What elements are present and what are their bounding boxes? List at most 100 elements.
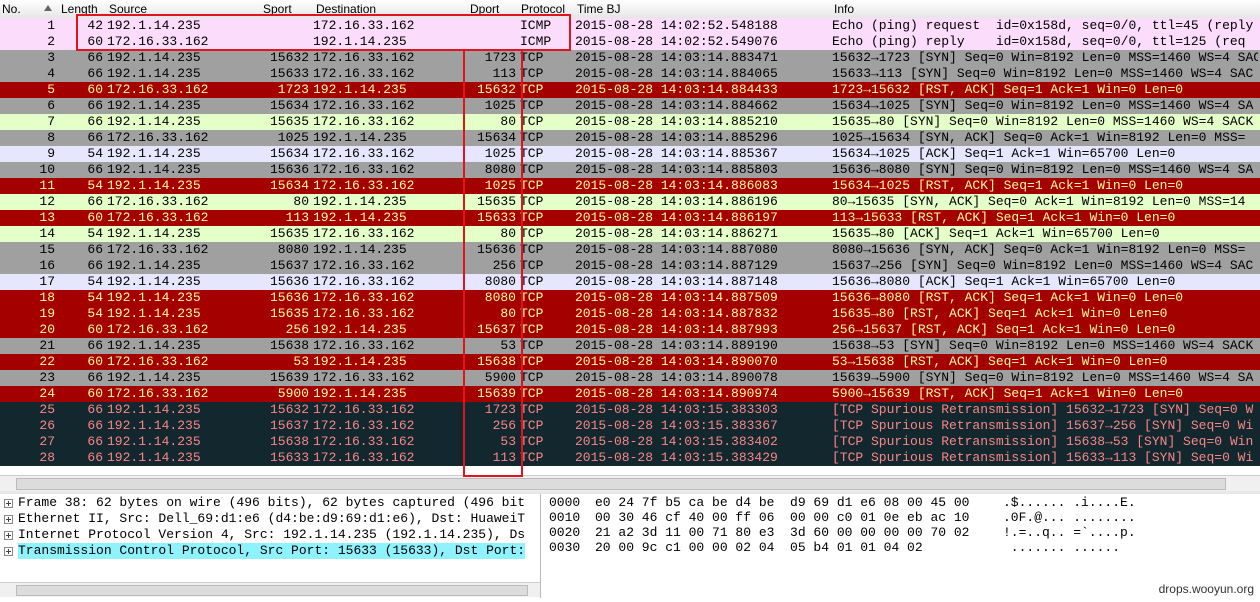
column-title: Length bbox=[61, 2, 98, 16]
cell: 2015-08-28 14:03:15.383402 bbox=[575, 434, 778, 449]
cell: 2 bbox=[47, 34, 55, 49]
hex-bytes: 00 30 46 cf 40 00 ff 06 00 00 c0 01 0e e… bbox=[595, 510, 970, 525]
cell: 2015-08-28 14:03:15.383367 bbox=[575, 418, 778, 433]
packet-row[interactable]: 27 66 192.1.14.235 15638 172.16.33.162 53 TCP 2… bbox=[0, 434, 1260, 450]
packet-row[interactable]: 13 60 172.16.33.162 113 192.1.14.235 15633 TCP… bbox=[0, 210, 1260, 226]
scroll-thumb[interactable] bbox=[16, 585, 528, 596]
cell: 21 bbox=[39, 338, 55, 353]
cell: 172.16.33.162 bbox=[313, 402, 415, 417]
cell: 15637→256 [SYN] Seq=0 Win=8192 Len=0 MSS… bbox=[832, 258, 1254, 273]
column-title: Time BJ bbox=[577, 2, 621, 16]
cell: 172.16.33.162 bbox=[107, 354, 209, 369]
detail-line[interactable]: Frame 38: 62 bytes on wire (496 bits), 6… bbox=[0, 495, 540, 511]
cell: 2015-08-28 14:03:14.889190 bbox=[575, 338, 778, 353]
hex-offset: 0000 bbox=[549, 495, 581, 510]
packet-row[interactable]: 25 66 192.1.14.235 15632 172.16.33.162 1723 TC… bbox=[0, 402, 1260, 418]
packet-row[interactable]: 4 66 192.1.14.235 15633 172.16.33.162 113 TCP 2… bbox=[0, 66, 1260, 82]
hex-ascii: .0F.@... ........ bbox=[1003, 510, 1136, 525]
packet-row[interactable]: 21 66 192.1.14.235 15638 172.16.33.162 53 TCP 2… bbox=[0, 338, 1260, 354]
packet-row[interactable]: 3 66 192.1.14.235 15632 172.16.33.162 1723 TCP… bbox=[0, 50, 1260, 66]
cell: TCP bbox=[520, 242, 544, 257]
cell: 9 bbox=[47, 146, 55, 161]
packet-row[interactable]: 7 66 192.1.14.235 15635 172.16.33.162 80 TCP 20… bbox=[0, 114, 1260, 130]
packet-row[interactable]: 18 54 192.1.14.235 15636 172.16.33.162 8080 TC… bbox=[0, 290, 1260, 306]
cell: 2015-08-28 14:03:14.887080 bbox=[575, 242, 778, 257]
cell: 6 bbox=[47, 98, 55, 113]
cell: 15634 bbox=[269, 178, 309, 193]
cell: 192.1.14.235 bbox=[107, 66, 201, 81]
packet-row[interactable]: 5 60 172.16.33.162 1723 192.1.14.235 15632 TCP… bbox=[0, 82, 1260, 98]
packet-row[interactable]: 11 54 192.1.14.235 15634 172.16.33.162 1025 TC… bbox=[0, 178, 1260, 194]
expand-icon bbox=[4, 515, 13, 524]
packet-row[interactable]: 9 54 192.1.14.235 15634 172.16.33.162 1025 TCP… bbox=[0, 146, 1260, 162]
packet-row[interactable]: 8 66 172.16.33.162 1025 192.1.14.235 15634 TCP… bbox=[0, 130, 1260, 146]
packet-row[interactable]: 20 60 172.16.33.162 256 192.1.14.235 15637 TCP… bbox=[0, 322, 1260, 338]
packet-row[interactable]: 15 66 172.16.33.162 8080 192.1.14.235 15636 TC… bbox=[0, 242, 1260, 258]
packet-row[interactable]: 12 66 172.16.33.162 80 192.1.14.235 15635 TCP 2… bbox=[0, 194, 1260, 210]
cell: 15635 bbox=[269, 114, 309, 129]
cell: 23 bbox=[39, 370, 55, 385]
cell: TCP bbox=[520, 418, 544, 433]
packet-row[interactable]: 19 54 192.1.14.235 15635 172.16.33.162 80 TCP 2… bbox=[0, 306, 1260, 322]
column-title: Destination bbox=[316, 2, 377, 16]
cell: 15634→1025 [RST, ACK] Seq=1 Ack=1 Win=0 … bbox=[832, 178, 1184, 193]
hex-ascii: .$...... .i....E. bbox=[1003, 495, 1136, 510]
cell: 10 bbox=[39, 162, 55, 177]
cell: 2015-08-28 14:03:14.885803 bbox=[575, 162, 778, 177]
cell: 113 bbox=[492, 66, 516, 81]
packet-row[interactable]: 24 60 172.16.33.162 5900 192.1.14.235 15639 TC… bbox=[0, 386, 1260, 402]
cell: 172.16.33.162 bbox=[313, 50, 415, 65]
cell: 2015-08-28 14:03:14.887509 bbox=[575, 290, 778, 305]
packet-row[interactable]: 14 54 192.1.14.235 15635 172.16.33.162 80 TCP 2… bbox=[0, 226, 1260, 242]
packet-row[interactable]: 28 66 192.1.14.235 15633 172.16.33.162 113 TCP… bbox=[0, 450, 1260, 466]
detail-line[interactable]: Transmission Control Protocol, Src Port:… bbox=[0, 543, 540, 559]
cell: 192.1.14.235 bbox=[107, 50, 201, 65]
hex-offset: 0010 bbox=[549, 510, 581, 525]
cell: 15636 bbox=[269, 274, 309, 289]
cell: 172.16.33.162 bbox=[107, 34, 209, 49]
cell: 1723 bbox=[484, 402, 516, 417]
packet-row[interactable]: 2 60 172.16.33.162 192.1.14.235 ICMP 2015-08-… bbox=[0, 34, 1260, 50]
packet-row[interactable]: 10 66 192.1.14.235 15636 172.16.33.162 8080 TC… bbox=[0, 162, 1260, 178]
cell: 172.16.33.162 bbox=[107, 386, 209, 401]
cell: 54 bbox=[87, 290, 103, 305]
cell: 15639 bbox=[476, 386, 516, 401]
cell: 15635 bbox=[476, 194, 516, 209]
cell: 172.16.33.162 bbox=[107, 210, 209, 225]
cell: 172.16.33.162 bbox=[313, 114, 415, 129]
packet-row[interactable]: 22 60 172.16.33.162 53 192.1.14.235 15638 TCP 2… bbox=[0, 354, 1260, 370]
cell: 8080 bbox=[277, 242, 309, 257]
cell: TCP bbox=[520, 370, 544, 385]
h-scrollbar[interactable] bbox=[0, 475, 1260, 491]
cell: 256 bbox=[492, 258, 516, 273]
cell: 66 bbox=[87, 98, 103, 113]
packet-row[interactable]: 16 66 192.1.14.235 15637 172.16.33.162 256 TCP… bbox=[0, 258, 1260, 274]
cell: 66 bbox=[87, 450, 103, 465]
packet-row[interactable]: 26 66 192.1.14.235 15637 172.16.33.162 256 TCP… bbox=[0, 418, 1260, 434]
sort-arrow bbox=[44, 5, 52, 11]
cell: 15638 bbox=[476, 354, 516, 369]
cell: TCP bbox=[520, 146, 544, 161]
cell: 2015-08-28 14:03:14.886271 bbox=[575, 226, 778, 241]
cell: 2015-08-28 14:03:14.890070 bbox=[575, 354, 778, 369]
packet-row[interactable]: 17 54 192.1.14.235 15636 172.16.33.162 8080 TC… bbox=[0, 274, 1260, 290]
detail-line[interactable]: Ethernet II, Src: Dell_69:d1:e6 (d4:be:d… bbox=[0, 511, 540, 527]
cell: 192.1.14.235 bbox=[107, 402, 201, 417]
cell: 192.1.14.235 bbox=[107, 338, 201, 353]
packet-row[interactable]: 23 66 192.1.14.235 15639 172.16.33.162 5900 TC… bbox=[0, 370, 1260, 386]
cell: 17 bbox=[39, 274, 55, 289]
cell: 1025 bbox=[484, 98, 516, 113]
packet-row[interactable]: 1 42 192.1.14.235 172.16.33.162 ICMP 2015-08-… bbox=[0, 18, 1260, 34]
cell: 15637 bbox=[476, 322, 516, 337]
details-scrollbar[interactable] bbox=[0, 582, 540, 597]
column-title: Dport bbox=[470, 2, 500, 16]
cell: 14 bbox=[39, 226, 55, 241]
cell: 192.1.14.235 bbox=[107, 290, 201, 305]
cell: 15633 bbox=[476, 210, 516, 225]
packet-row[interactable]: 6 66 192.1.14.235 15634 172.16.33.162 1025 TCP… bbox=[0, 98, 1260, 114]
cell: 172.16.33.162 bbox=[107, 322, 209, 337]
detail-line[interactable]: Internet Protocol Version 4, Src: 192.1.… bbox=[0, 527, 540, 543]
packet-details: Frame 38: 62 bytes on wire (496 bits), 6… bbox=[0, 494, 541, 598]
scroll-thumb[interactable] bbox=[16, 478, 1226, 490]
